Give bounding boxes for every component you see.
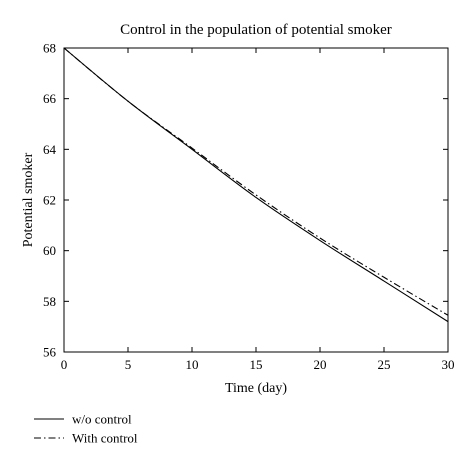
y-tick-label: 66: [43, 91, 57, 106]
y-axis-label: Potential smoker: [21, 152, 36, 247]
x-tick-label: 25: [378, 357, 391, 372]
plot-frame: [63, 47, 449, 353]
x-axis-label: Time (day): [225, 381, 287, 396]
chart-title: Control in the population of potential s…: [120, 22, 392, 38]
x-tick-label: 30: [442, 357, 455, 372]
y-tick-label: 62: [43, 193, 56, 208]
legend-label: w/o control: [72, 412, 132, 427]
series-lines: [63, 47, 449, 323]
legend: w/o control With control: [34, 412, 138, 446]
x-tick-label: 5: [125, 357, 132, 372]
series-line-2: [63, 47, 449, 316]
y-tick-label: 64: [43, 142, 57, 157]
x-tick-label: 20: [314, 357, 327, 372]
axis-ticks: 0 5 10 15 20 25 30 56 58 60 62 64 66 68: [43, 41, 455, 373]
y-tick-label: 60: [43, 243, 56, 258]
legend-label: With control: [72, 431, 138, 446]
y-tick-label: 56: [43, 345, 57, 360]
y-tick-label: 68: [43, 41, 56, 56]
y-tick-label: 58: [43, 294, 56, 309]
x-tick-label: 15: [250, 357, 263, 372]
x-tick-label: 0: [61, 357, 68, 372]
x-tick-label: 10: [186, 357, 199, 372]
